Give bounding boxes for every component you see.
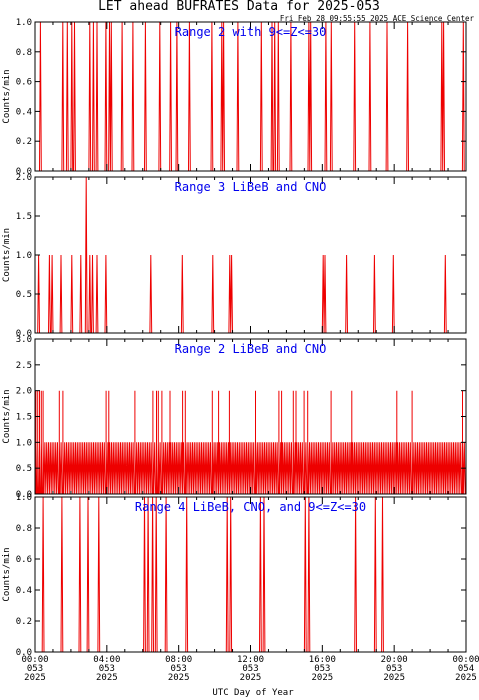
x-tick-label-time: 16:00 (309, 655, 336, 665)
chart-panel-3: 0.0 0.5 1.0 1.5 2.0 2.5 3.0 Range 2 LiBeB and C… (2, 335, 467, 500)
x-tick-label-year: 2025 (455, 673, 477, 683)
y-axis-label: Counts/min (2, 547, 12, 601)
timestamp: Fri Feb 28 09:55:55 2025 ACE Science Cen… (280, 14, 475, 23)
x-tick-label-year: 2025 (240, 673, 262, 683)
data-trace (35, 496, 466, 653)
x-tick-label-time: 12:00 (237, 655, 264, 665)
y-tick-label: 0.5 (16, 464, 32, 474)
y-tick-label: 0.0 (16, 648, 32, 658)
x-tick-label-time: 00:00 (21, 655, 48, 665)
x-tick-label-doy: 053 (242, 664, 258, 674)
x-tick-label-year: 2025 (311, 673, 333, 683)
y-tick-label: 0.0 (16, 490, 32, 500)
y-tick-label: 1.0 (16, 493, 32, 503)
x-tick-label-doy: 054 (458, 664, 474, 674)
x-tick-label-year: 2025 (383, 673, 405, 683)
y-tick-label: 0.0 (16, 329, 32, 339)
plot-frame (34, 21, 467, 172)
plot-frame (34, 176, 467, 334)
y-axis-label: Counts/min (2, 69, 12, 123)
x-tick-label-doy: 053 (171, 664, 187, 674)
y-tick-label: 0.4 (16, 586, 32, 596)
data-trace (35, 390, 466, 495)
y-tick-label: 2.0 (16, 387, 32, 397)
y-tick-label: 1.0 (16, 438, 32, 448)
y-tick-label: 1.0 (16, 251, 32, 261)
chart-panel-4: 0.0 0.2 0.4 0.6 0.8 1.0 Range 4 LiBeB, CNO, an… (2, 493, 467, 658)
panel-title: Range 2 LiBeB and CNO (175, 342, 327, 356)
x-tick-label-year: 2025 (96, 673, 118, 683)
panel-title: Range 3 LiBeB and CNO (175, 180, 327, 194)
panel-title: Range 2 with 9<=Z<=30 (175, 25, 327, 39)
y-tick-label: 0.8 (16, 48, 32, 58)
y-tick-label: 2.0 (16, 173, 32, 183)
panels-group: 0.0 0.2 0.4 0.6 0.8 1.0 Range 2 with 9<=Z<=30 C… (2, 18, 479, 683)
y-tick-label: 0.2 (16, 617, 32, 627)
x-tick-label-doy: 053 (314, 664, 330, 674)
y-tick-label: 0.0 (16, 167, 32, 177)
y-tick-label: 1.5 (16, 212, 32, 222)
x-tick-label-time: 20:00 (381, 655, 408, 665)
x-tick-label-doy: 053 (386, 664, 402, 674)
y-tick-label: 0.6 (16, 78, 32, 88)
x-tick-labels: 00:00053202504:00053202508:00053202512:0… (21, 655, 479, 683)
data-trace (35, 21, 466, 172)
y-tick-label: 0.6 (16, 555, 32, 565)
x-tick-label-doy: 053 (99, 664, 115, 674)
y-tick-label: 3.0 (16, 335, 32, 345)
y-axis-label: Counts/min (2, 389, 12, 443)
x-tick-label-doy: 053 (27, 664, 43, 674)
x-tick-label-time: 08:00 (165, 655, 192, 665)
figure-title: LET ahead BUFRATES Data for 2025-053 (98, 0, 380, 14)
panel-title: Range 4 LiBeB, CNO, and 9<=Z<=30 (135, 500, 366, 514)
y-tick-label: 0.4 (16, 107, 32, 117)
chart-panel-1: 0.0 0.2 0.4 0.6 0.8 1.0 Range 2 with 9<=Z<=30 C… (2, 18, 467, 177)
data-trace (35, 176, 466, 334)
y-tick-label: 0.8 (16, 524, 32, 534)
y-tick-label: 2.5 (16, 361, 32, 371)
x-tick-label-time: 04:00 (93, 655, 120, 665)
x-tick-label-year: 2025 (168, 673, 190, 683)
y-tick-label: 0.2 (16, 137, 32, 147)
x-axis-label: UTC Day of Year (212, 688, 294, 698)
y-tick-label: 0.5 (16, 290, 32, 300)
x-tick-label-time: 00:00 (452, 655, 479, 665)
y-tick-label: 1.0 (16, 18, 32, 28)
y-axis-label: Counts/min (2, 228, 12, 282)
y-tick-label: 1.5 (16, 413, 32, 423)
x-tick-label-year: 2025 (24, 673, 46, 683)
chart-panel-2: 0.0 0.5 1.0 1.5 2.0 Range 3 LiBeB and CNO Coun… (2, 173, 467, 339)
